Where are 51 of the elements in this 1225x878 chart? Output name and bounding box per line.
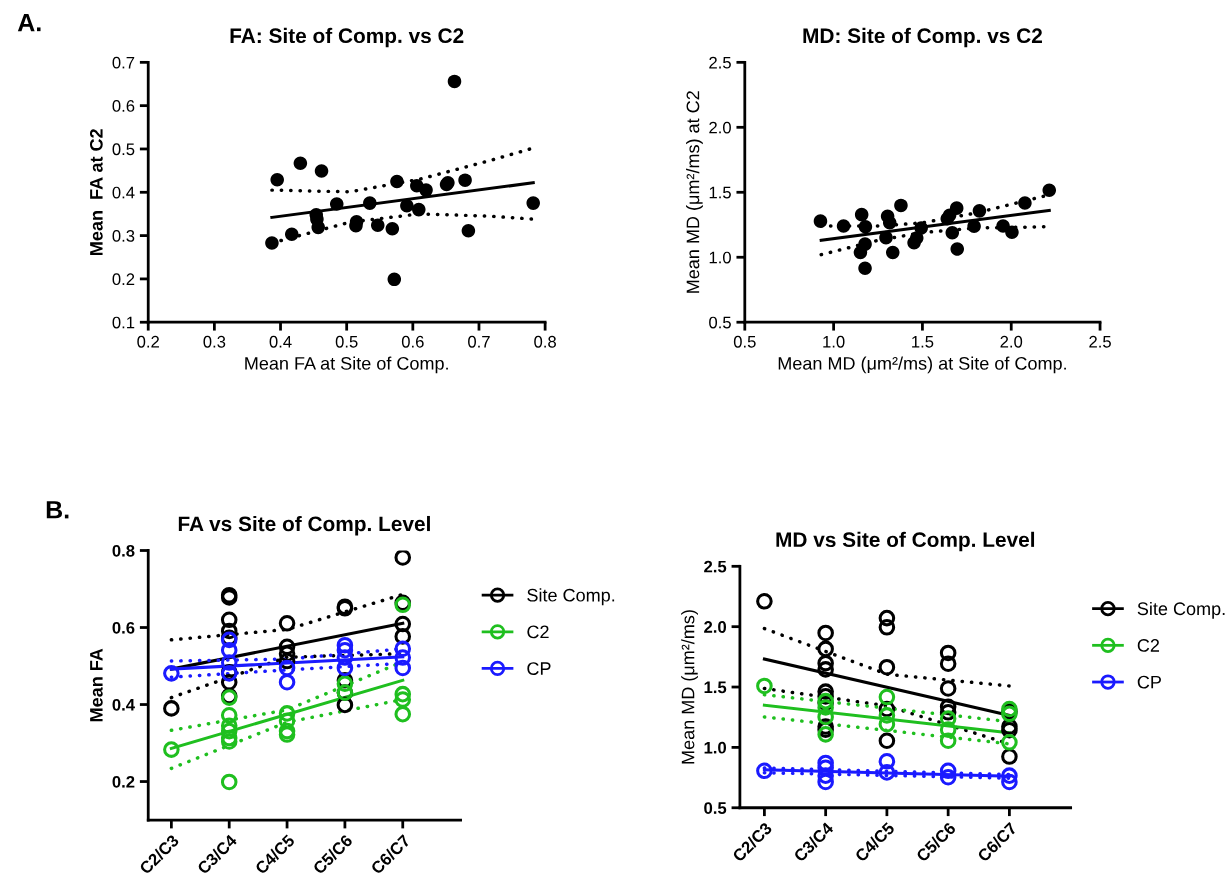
y-axis-title: Mean MD (μm²/ms) at C2 <box>686 91 703 293</box>
x-tick-label: 1.5 <box>912 336 934 348</box>
y-tick-label: 0.3 <box>112 230 135 242</box>
x-tick-label: 0.4 <box>269 335 292 348</box>
y-tick-label: 0.6 <box>112 100 135 112</box>
y-tick-label: 0.4 <box>112 698 135 711</box>
x-tick-label: 0.6 <box>401 335 424 348</box>
y-tick-label: 0.2 <box>112 273 135 286</box>
x-tick-label: 2.0 <box>1000 335 1023 348</box>
chart-title: MD vs Site of Comp. Level <box>776 531 1035 552</box>
legend-label: CP <box>527 662 551 675</box>
y-tick-label: 1.5 <box>704 681 727 694</box>
y-tick-label: 0.5 <box>112 143 135 156</box>
y-axis-title: Mean FA <box>90 648 103 722</box>
x-tick-label: 2.5 <box>1089 335 1111 348</box>
x-tick-label: 0.5 <box>335 335 358 348</box>
y-tick-label: 1.5 <box>709 186 731 199</box>
text: A. <box>17 13 41 32</box>
x-tick-label: 0.5 <box>733 335 756 348</box>
x-tick-label: 1.0 <box>823 335 845 348</box>
y-tick-label: 2.5 <box>704 560 727 573</box>
x-tick-label: 0.2 <box>137 335 159 348</box>
x-tick-label: 0.8 <box>534 335 556 348</box>
y-tick-label: 2.5 <box>709 56 731 69</box>
y-axis-title: Mean FA at C2 <box>89 129 103 255</box>
y-axis-title: Mean MD (μm²/ms) <box>681 610 698 764</box>
x-axis-title: Mean MD (μm²/ms) at Site of Comp. <box>778 356 1066 374</box>
y-tick-label: 1.0 <box>704 741 727 754</box>
legend-label: Site Comp. <box>527 588 615 606</box>
y-tick-label: 0.2 <box>112 775 135 788</box>
x-tick-label: 0.7 <box>468 335 490 348</box>
text: B. <box>46 501 69 519</box>
chart-title: FA vs Site of Comp. Level <box>178 515 430 536</box>
x-tick-label: 0.3 <box>203 335 226 348</box>
y-tick-label: 0.8 <box>112 544 135 557</box>
chart-title: MD: Site of Comp. vs C2 <box>803 27 1042 48</box>
x-axis-title: Mean FA at Site of Comp. <box>245 356 448 374</box>
y-tick-label: 0.6 <box>112 621 135 634</box>
y-tick-label: 0.5 <box>709 316 731 329</box>
legend-label: Site Comp. <box>1137 601 1225 619</box>
chart-title: FA: Site of Comp. vs C2 <box>230 27 464 48</box>
legend-label: C2 <box>1137 639 1160 652</box>
y-tick-label: 0.7 <box>112 56 135 69</box>
y-tick-label: 2.0 <box>704 621 727 633</box>
legend-label: C2 <box>527 625 549 639</box>
legend-label: CP <box>1137 675 1161 689</box>
y-tick-label: 0.5 <box>704 802 727 814</box>
y-tick-label: 0.1 <box>112 316 135 329</box>
y-tick-label: 2.0 <box>709 121 731 134</box>
y-tick-label: 0.4 <box>112 186 135 199</box>
y-tick-label: 1.0 <box>709 251 731 264</box>
